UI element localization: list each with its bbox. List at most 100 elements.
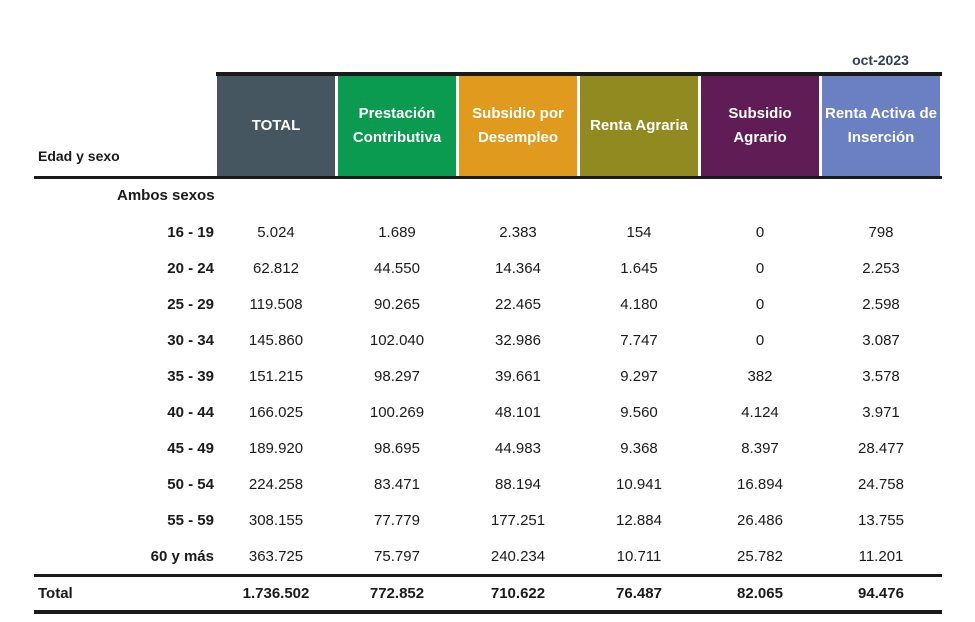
table-cell: 2.383 [499, 224, 537, 241]
table-cell: 224.258 [248, 476, 304, 493]
table-row: 20 - 24 62.812 44.550 14.364 1.645 0 2.253 [0, 251, 975, 287]
table-cell: 0 [755, 260, 765, 277]
table-cell: 3.087 [862, 332, 900, 349]
column-header-prestacion-contributiva: Prestación Contributiva [338, 76, 456, 176]
table-cell: 2.253 [862, 260, 900, 277]
table-cell: 77.779 [374, 512, 420, 529]
table-cell: 62.812 [253, 260, 299, 277]
table-cell: 44.550 [374, 260, 420, 277]
group-label: Ambos sexos [117, 187, 215, 204]
header-bottom-rule [34, 176, 942, 179]
total-cell: 76.487 [616, 585, 662, 602]
column-header-subsidio-agrario: Subsidio Agrario [701, 76, 819, 176]
table-cell: 83.471 [374, 476, 420, 493]
total-cell: 94.476 [858, 585, 904, 602]
table-row: 50 - 54 224.258 83.471 88.194 10.941 16.894 24… [0, 467, 975, 503]
total-row: Total 1.736.502 772.852 710.622 76.487 8… [0, 576, 975, 612]
table-cell: 10.941 [616, 476, 662, 493]
age-group-label: 50 - 54 [167, 476, 214, 493]
age-group-label: 55 - 59 [167, 512, 214, 529]
age-group-label: 25 - 29 [167, 296, 214, 313]
total-top-rule [34, 574, 942, 577]
table-cell: 25.782 [737, 548, 783, 565]
table-cell: 9.297 [620, 368, 658, 385]
table-cell: 308.155 [248, 512, 304, 529]
table-cell: 0 [755, 296, 765, 313]
table-cell: 75.797 [374, 548, 420, 565]
age-group-label: 30 - 34 [167, 332, 214, 349]
table-cell: 48.101 [495, 404, 541, 421]
table-cell: 22.465 [495, 296, 541, 313]
table-cell: 119.508 [249, 296, 303, 313]
table-row: 30 - 34 145.860 102.040 32.986 7.747 0 3.087 [0, 323, 975, 359]
table-cell: 798 [868, 224, 894, 241]
table-cell: 145.860 [248, 332, 304, 349]
table-cell: 363.725 [248, 548, 304, 565]
report-date: oct-2023 [852, 52, 909, 68]
table-cell: 100.269 [369, 404, 425, 421]
table-cell: 1.645 [620, 260, 658, 277]
table-cell: 151.215 [248, 368, 304, 385]
table-cell: 24.758 [858, 476, 904, 493]
total-cell: 710.622 [490, 585, 546, 602]
column-header-total: TOTAL [217, 76, 335, 176]
table-cell: 102.040 [369, 332, 425, 349]
table-cell: 4.124 [741, 404, 779, 421]
table-cell: 1.689 [378, 224, 416, 241]
table-row: 40 - 44 166.025 100.269 48.101 9.560 4.124 3.9… [0, 395, 975, 431]
table-cell: 0 [755, 332, 765, 349]
table-cell: 26.486 [737, 512, 783, 529]
table-cell: 0 [755, 224, 765, 241]
table-cell: 166.025 [248, 404, 304, 421]
age-group-label: 20 - 24 [167, 260, 214, 277]
table-cell: 240.234 [490, 548, 546, 565]
table-row: 45 - 49 189.920 98.695 44.983 9.368 8.397 28.4… [0, 431, 975, 467]
table-cell: 9.560 [620, 404, 658, 421]
column-header-renta-activa-insercion: Renta Activa de Inserción [822, 76, 940, 176]
table-cell: 98.297 [374, 368, 420, 385]
table-cell: 3.578 [862, 368, 900, 385]
table-cell: 10.711 [616, 548, 662, 565]
table-row: 25 - 29 119.508 90.265 22.465 4.180 0 2.598 [0, 287, 975, 323]
table-cell: 14.364 [495, 260, 541, 277]
total-cell: 1.736.502 [242, 585, 310, 602]
table-row: 60 y más 363.725 75.797 240.234 10.711 25.782… [0, 539, 975, 575]
table-cell: 7.747 [620, 332, 658, 349]
table-cell: 189.920 [248, 440, 304, 457]
table-cell: 2.598 [862, 296, 900, 313]
table-cell: 9.368 [620, 440, 658, 457]
row-header-label: Edad y sexo [38, 148, 120, 164]
column-header-subsidio-desempleo: Subsidio por Desempleo [459, 76, 577, 176]
age-group-label: 45 - 49 [167, 440, 214, 457]
table-cell: 382 [747, 368, 773, 385]
age-group-label: 35 - 39 [167, 368, 214, 385]
table-row: 16 - 19 5.024 1.689 2.383 154 0 798 [0, 215, 975, 251]
table-cell: 13.755 [858, 512, 904, 529]
table-cell: 177.251 [490, 512, 546, 529]
total-label: Total [38, 585, 73, 602]
table-cell: 11.201 [858, 548, 904, 565]
table-cell: 5.024 [257, 224, 295, 241]
table-cell: 39.661 [495, 368, 541, 385]
age-group-label: 16 - 19 [167, 224, 214, 241]
table-cell: 32.986 [495, 332, 541, 349]
total-bottom-rule [34, 610, 942, 614]
table-cell: 88.194 [495, 476, 541, 493]
table-cell: 98.695 [374, 440, 420, 457]
header-top-rule [216, 72, 942, 76]
age-group-label: 60 y más [150, 548, 214, 565]
table-cell: 154 [626, 224, 652, 241]
table-cell: 12.884 [616, 512, 662, 529]
table-cell: 8.397 [741, 440, 779, 457]
column-header-renta-agraria: Renta Agraria [580, 76, 698, 176]
table-cell: 3.971 [862, 404, 900, 421]
table-cell: 44.983 [495, 440, 541, 457]
table-row: 55 - 59 308.155 77.779 177.251 12.884 26.486 1… [0, 503, 975, 539]
table-row: 35 - 39 151.215 98.297 39.661 9.297 382 3.578 [0, 359, 975, 395]
total-cell: 772.852 [369, 585, 425, 602]
total-cell: 82.065 [737, 585, 783, 602]
table-cell: 90.265 [374, 296, 420, 313]
table-cell: 28.477 [858, 440, 904, 457]
table-cell: 16.894 [737, 476, 783, 493]
age-group-label: 40 - 44 [167, 404, 214, 421]
